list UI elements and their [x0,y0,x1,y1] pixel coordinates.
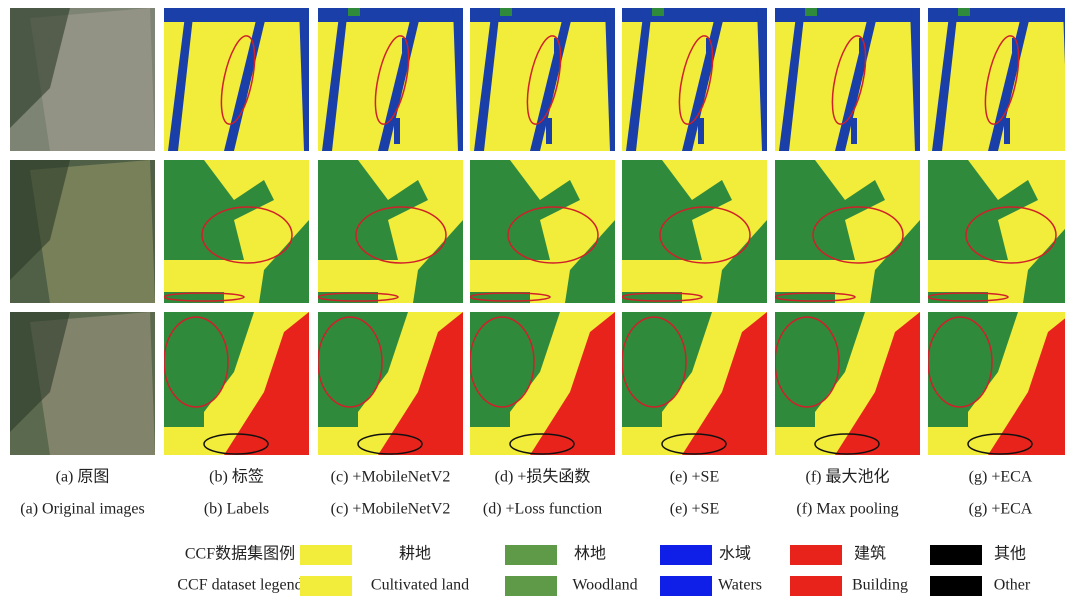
segmentation-map [622,312,767,455]
woodland [500,8,512,16]
segmentation-map [318,160,463,303]
legend-title: CCF dataset legend [177,577,302,594]
caption-zh: (b) 标签 [209,468,264,486]
caption-zh: (e) +SE [670,469,719,486]
legend-label-en: Building [852,577,908,594]
caption-en: (b) Labels [204,501,269,518]
segmentation-map [318,312,463,455]
legend-label-en: Waters [718,577,762,594]
legend-swatch [505,545,557,565]
segmentation-map [928,160,1065,303]
legend-swatch [930,576,982,596]
segmentation-map [164,8,309,151]
segmentation-map [775,8,920,151]
segmentation-map [470,312,615,455]
legend-label-zh: 水域 [719,545,751,563]
legend-swatch [930,545,982,565]
segmentation-map [928,8,1065,151]
legend-swatch [790,545,842,565]
caption-en: (d) +Loss function [483,501,602,518]
legend-label-zh: 其他 [994,545,1026,563]
caption-zh: (g) +ECA [969,469,1033,486]
water [698,118,704,144]
original-image [10,160,155,303]
caption-en: (a) Original images [20,501,144,518]
original-image [10,8,155,151]
figure-canvas: (a) 原图 (a) Original images (b) 标签 (b) Label… [0,0,1065,601]
caption-zh: (c) +MobileNetV2 [331,469,451,486]
caption-zh: (f) 最大池化 [806,468,890,486]
caption-zh: (d) +损失函数 [495,468,591,486]
segmentation-map [775,312,920,455]
legend-label-en: Woodland [572,577,637,594]
caption-en: (c) +MobileNetV2 [331,501,451,518]
caption-en: (e) +SE [670,501,719,518]
water [851,118,857,144]
segmentation-map [775,160,920,303]
original-image [10,312,155,455]
legend-swatch [790,576,842,596]
woodland [805,8,817,16]
segmentation-map [622,160,767,303]
legend-title: CCF数据集图例 [185,545,295,563]
legend-swatch [300,545,352,565]
legend-label-zh: 建筑 [854,545,886,563]
water [1004,118,1010,144]
legend-swatch [660,576,712,596]
caption-en: (g) +ECA [969,501,1033,518]
legend-label-en: Cultivated land [371,577,469,594]
woodland [958,8,970,16]
segmentation-map [470,160,615,303]
segmentation-map [470,8,615,151]
segmentation-map [928,312,1065,455]
water [394,118,400,144]
woodland [652,8,664,16]
legend-label-zh: 耕地 [399,545,431,563]
caption-zh: (a) 原图 [56,469,110,486]
caption-en: (f) Max pooling [796,501,898,518]
segmentation-map [164,312,309,455]
water [546,118,552,144]
woodland [348,8,360,16]
legend-swatch [505,576,557,596]
segmentation-map [318,8,463,151]
legend-label-zh: 林地 [574,545,606,563]
legend-label-en: Other [994,577,1031,594]
legend-swatch [300,576,352,596]
legend-swatch [660,545,712,565]
figure: (a) 原图 (a) Original images (b) 标签 (b) Label… [0,0,1065,601]
segmentation-map [622,8,767,151]
segmentation-map [164,160,309,303]
